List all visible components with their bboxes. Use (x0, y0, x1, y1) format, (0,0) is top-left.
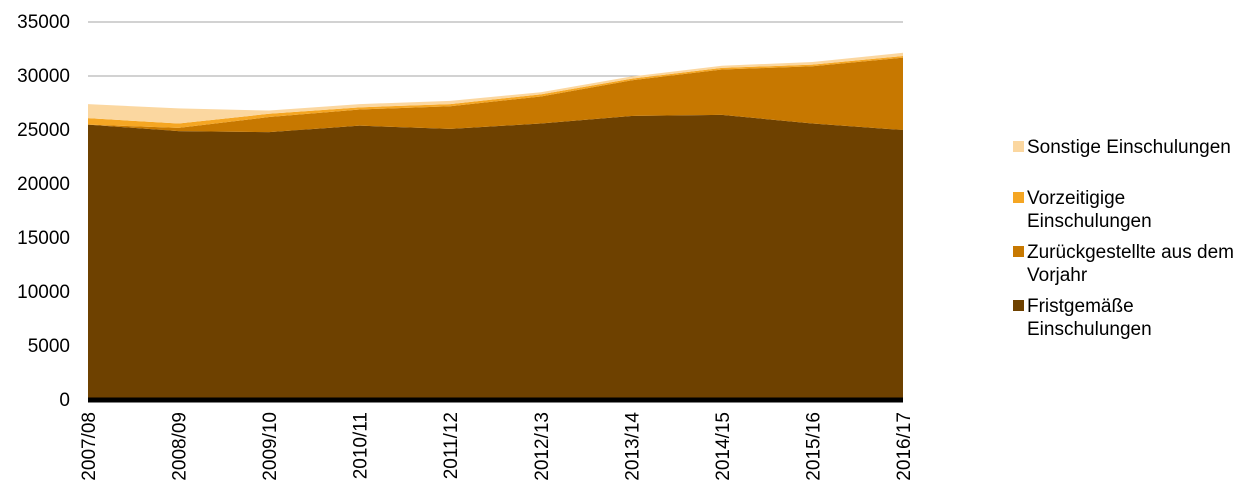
y-tick-label: 35000 (17, 12, 70, 33)
legend-label: Vorzeitigige (1027, 188, 1125, 209)
y-tick-label: 25000 (17, 120, 70, 141)
y-tick-labels: 0 5000 10000 15000 20000 25000 30000 35000 (17, 12, 70, 411)
area-series (88, 52, 903, 400)
y-tick-label: 10000 (17, 282, 70, 303)
x-tick-label: 2013/14 (622, 412, 643, 481)
legend-label: Vorjahr (1027, 265, 1088, 286)
y-tick-label: 30000 (17, 66, 70, 87)
legend-label: Zurückgestellte aus dem (1027, 242, 1234, 263)
legend-swatch (1013, 300, 1024, 311)
legend-swatch (1013, 192, 1024, 203)
x-tick-label: 2008/09 (170, 412, 191, 481)
legend-swatch (1013, 141, 1024, 152)
area-fristgem-e-einschulungen (88, 114, 903, 400)
legend-label: Fristgemäße (1027, 296, 1134, 317)
area-sonstige-einschulungen (88, 52, 903, 124)
legend: Sonstige EinschulungenVorzeitigigeEinsch… (1013, 137, 1234, 340)
x-tick-label: 2007/08 (79, 412, 100, 481)
legend-item: Sonstige Einschulungen (1013, 137, 1231, 158)
y-tick-label: 5000 (28, 336, 70, 357)
x-tick-label: 2010/11 (351, 412, 372, 479)
legend-swatch (1013, 246, 1024, 257)
area-zur-ckgestellte-aus-dem-vorjahr (88, 57, 903, 133)
x-tick-label: 2015/16 (803, 412, 824, 481)
x-tick-labels: 2007/08 2008/09 2009/10 2010/11 2011/12 2012/… (79, 412, 915, 481)
y-tick-label: 0 (59, 390, 70, 411)
y-tick-label: 20000 (17, 174, 70, 195)
x-tick-label: 2012/13 (532, 412, 553, 481)
legend-label: Sonstige Einschulungen (1027, 137, 1231, 158)
legend-label: Einschulungen (1027, 319, 1152, 340)
x-tick-label: 2009/10 (260, 412, 281, 481)
y-tick-label: 15000 (17, 228, 70, 249)
x-tick-label: 2014/15 (713, 412, 734, 481)
x-tick-label: 2016/17 (894, 412, 915, 481)
legend-label: Einschulungen (1027, 211, 1152, 232)
x-tick-label: 2011/12 (441, 412, 462, 479)
